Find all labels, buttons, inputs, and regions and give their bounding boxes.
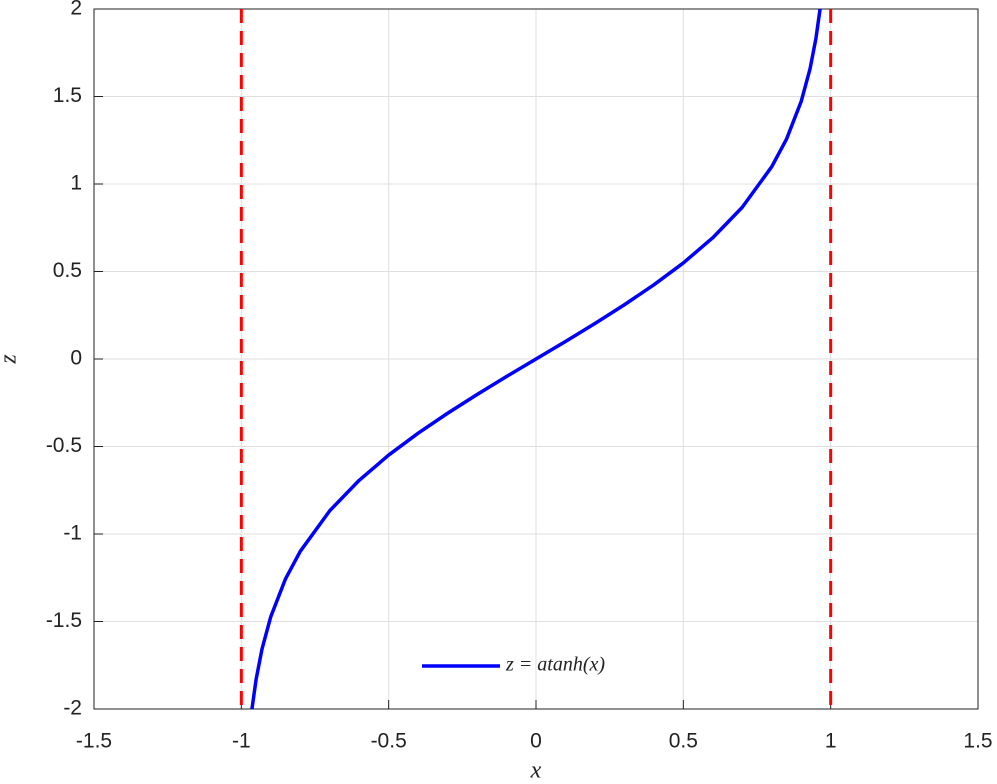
y-tick-label: 0.5 <box>53 259 82 282</box>
x-axis-label: x <box>530 758 542 784</box>
y-tick-label: -0.5 <box>46 434 82 457</box>
y-tick-label: 1.5 <box>53 84 82 107</box>
x-tick-label: -1.5 <box>76 730 112 753</box>
x-tick-label: 0.5 <box>669 730 698 753</box>
y-tick-label: -1 <box>63 522 82 545</box>
line-series <box>250 8 822 710</box>
y-tick-label: -2 <box>63 697 82 720</box>
y-tick-label: -1.5 <box>46 609 82 632</box>
plot-frame <box>93 8 979 710</box>
legend-label: z = atanh(x) <box>505 654 605 676</box>
x-tick-label: 1.5 <box>963 730 992 753</box>
x-tick-label: 1 <box>825 730 837 753</box>
x-tick-label: 0 <box>530 730 542 753</box>
y-axis-label: z <box>0 354 22 365</box>
x-tick-label: -1 <box>232 730 251 753</box>
y-tick-label: 1 <box>70 172 82 195</box>
x-tick-label: -0.5 <box>371 730 407 753</box>
y-tick-label: 2 <box>70 0 82 20</box>
y-tick-label: 0 <box>70 347 82 370</box>
